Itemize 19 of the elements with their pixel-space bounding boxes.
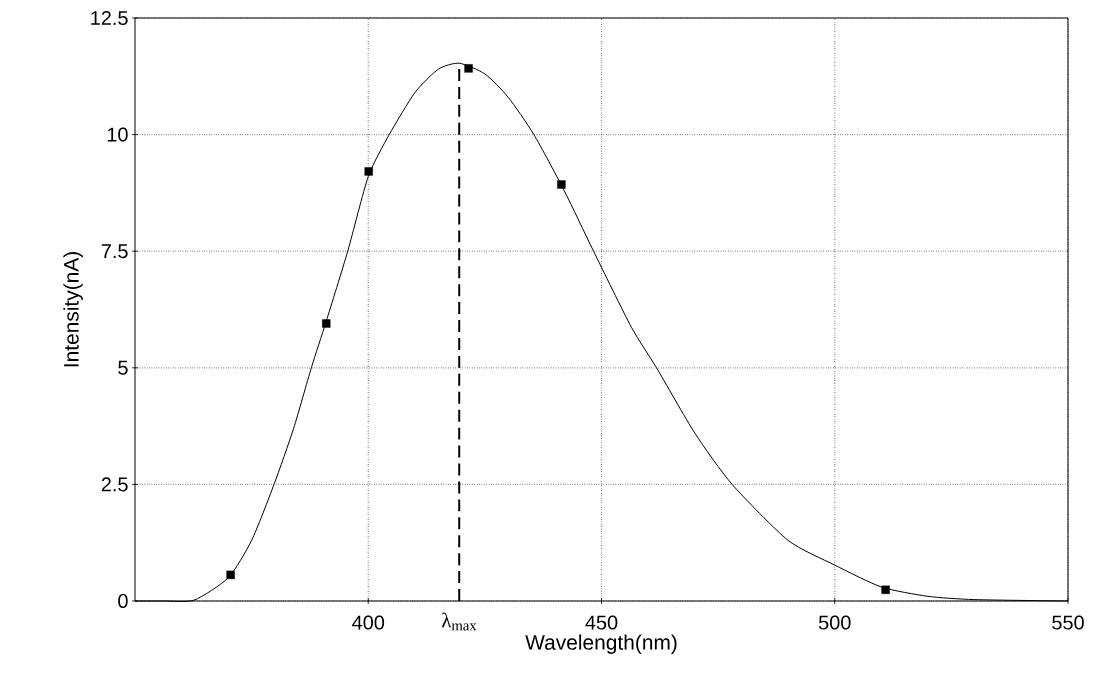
y-tick-label: 7.5 — [101, 244, 128, 259]
ref-line-label: λ$_{max}$ — [441, 612, 477, 631]
y-tick-label: 12.5 — [91, 10, 128, 26]
y-tick-label: 5 — [118, 360, 128, 375]
y-axis-title: Intensity(nA) — [63, 252, 83, 367]
point — [881, 585, 890, 594]
point — [322, 319, 331, 328]
point — [364, 167, 373, 176]
x-tick-label: 400 — [352, 615, 385, 630]
x-tick-label: 550 — [1052, 615, 1084, 630]
y-tick-label: 10 — [107, 127, 128, 142]
y-tick-label: 2.5 — [101, 477, 128, 492]
y-tick-label: 0 — [118, 593, 128, 609]
x-tick-label: 450 — [585, 615, 618, 630]
x-tick-label: 500 — [818, 615, 851, 630]
point — [226, 570, 235, 580]
point — [464, 64, 473, 73]
x-axis-title: Wavelength(nm) — [525, 634, 677, 654]
point — [557, 180, 566, 189]
